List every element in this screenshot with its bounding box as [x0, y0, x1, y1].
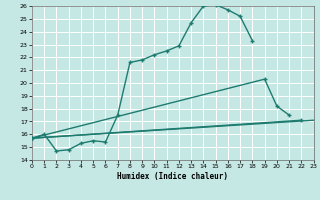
X-axis label: Humidex (Indice chaleur): Humidex (Indice chaleur): [117, 172, 228, 181]
